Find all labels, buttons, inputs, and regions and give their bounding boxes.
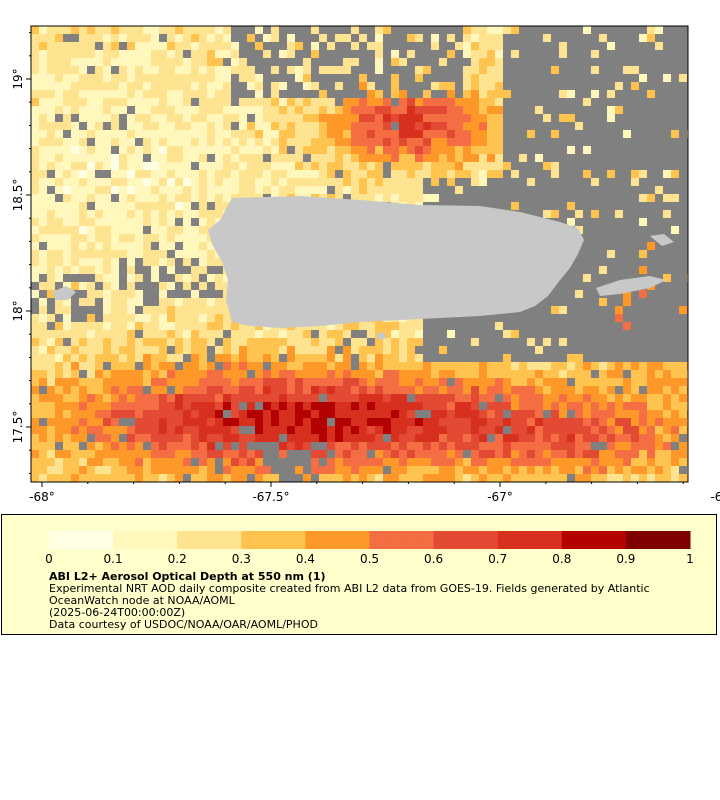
colorbar-tick-label: 0.8 (552, 552, 571, 566)
vieques-island (596, 276, 666, 296)
colorbar-tick-label: 0.4 (296, 552, 315, 566)
colorbar-cell (113, 531, 130, 549)
colorbar-cell (673, 531, 691, 549)
colorbar-cell (225, 531, 242, 549)
legend-description-line-1: Experimental NRT AOD daily composite cre… (49, 582, 650, 595)
colorbar-cell (81, 531, 98, 549)
colorbar-cell (433, 531, 451, 549)
colorbar-cell (177, 531, 194, 549)
colorbar-cell (513, 531, 531, 549)
colorbar-cell (545, 531, 563, 549)
colorbar-cell (209, 531, 226, 549)
latitude-tick-label: 19° (11, 68, 25, 89)
colorbar-cell (609, 531, 627, 549)
colorbar-cell (145, 531, 162, 549)
colorbar-cell (481, 531, 499, 549)
longitude-tick-label: -67.5° (252, 490, 289, 504)
longitude-tick-label: -66.5° (710, 490, 720, 504)
colorbar-cell (305, 531, 322, 549)
longitude-tick-label: -68° (29, 490, 55, 504)
colorbar-cell (257, 531, 274, 549)
colorbar-tick-label: 0.9 (616, 552, 635, 566)
colorbar-cell (353, 531, 370, 549)
colorbar-cell (529, 531, 547, 549)
legend-title: ABI L2+ Aerosol Optical Depth at 550 nm … (49, 570, 326, 583)
colorbar-cell (593, 531, 611, 549)
colorbar-cell (417, 531, 435, 549)
map-plot-area (30, 25, 689, 483)
colorbar-cell (49, 531, 66, 549)
colorbar-cell (465, 531, 483, 549)
colorbar-tick-label: 0.2 (168, 552, 187, 566)
colorbar-tick-label: 0.1 (104, 552, 123, 566)
colorbar-cell (65, 531, 82, 549)
colorbar-tick-label: 1 (686, 552, 694, 566)
colorbar-cell (401, 531, 419, 549)
colorbar-cell (161, 531, 178, 549)
colorbar-cell (369, 531, 387, 549)
colorbar: 0 0.1 0.2 0.3 0.4 0.5 0.6 0.7 0.8 0.9 1 (45, 531, 694, 566)
colorbar-cell (449, 531, 467, 549)
colorbar-cell (289, 531, 306, 549)
latitude-tick-label: 17.5° (11, 411, 25, 444)
culebra-island (650, 234, 674, 246)
legend-credit: Data courtesy of USDOC/NOAA/OAR/AOML/PHO… (49, 618, 318, 631)
colorbar-cell (577, 531, 595, 549)
latitude-tick-label: 18.5° (11, 179, 25, 212)
colorbar-cell (657, 531, 675, 549)
colorbar-tick-label: 0.6 (424, 552, 443, 566)
mona-island (52, 286, 76, 300)
colorbar-cell (625, 531, 643, 549)
longitude-tick-label: -67° (487, 490, 513, 504)
colorbar-tick-label: 0.5 (360, 552, 379, 566)
map-frame (30, 25, 689, 483)
legend-description-line-2: OceanWatch node at NOAA/AOML (49, 594, 235, 607)
colorbar-cell (193, 531, 210, 549)
latitude-tick-label: 18° (11, 300, 25, 321)
colorbar-tick-label: 0.3 (232, 552, 251, 566)
colorbar-cell (337, 531, 354, 549)
legend-panel: 0 0.1 0.2 0.3 0.4 0.5 0.6 0.7 0.8 0.9 1 ABI L2+ Ae… (1, 514, 717, 635)
colorbar-cell (561, 531, 579, 549)
colorbar-cell (321, 531, 338, 549)
colorbar-tick-label: 0 (45, 552, 53, 566)
colorbar-cell (385, 531, 403, 549)
colorbar-cell (273, 531, 290, 549)
caja-de-muertos-island (376, 332, 386, 340)
colorbar-cell (97, 531, 114, 549)
map-axes: -68°-67.5°-67°-66.5°-66°-65.5°19°18.5°18… (11, 32, 720, 504)
colorbar-cell (129, 531, 146, 549)
aod-map: -68°-67.5°-67°-66.5°-66°-65.5°19°18.5°18… (11, 25, 720, 504)
colorbar-tick-label: 0.7 (488, 552, 507, 566)
colorbar-cell (497, 531, 515, 549)
colorbar-cell (641, 531, 659, 549)
puerto-rico-island (208, 196, 584, 328)
colorbar-cell (241, 531, 258, 549)
legend-date: (2025-06-24T00:00:00Z) (49, 606, 186, 619)
